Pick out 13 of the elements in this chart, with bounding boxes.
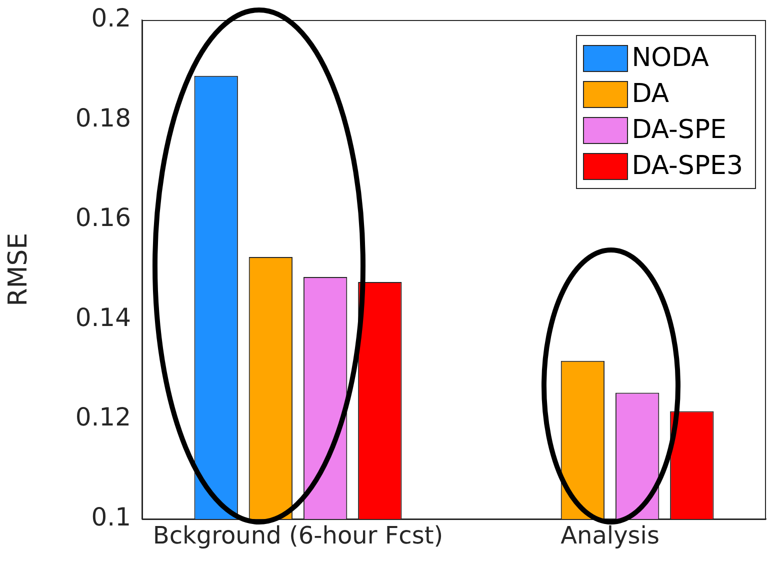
legend-label: NODA <box>632 43 709 73</box>
y-tick-label: 0.1 <box>91 502 131 532</box>
legend-label: DA-SPE3 <box>632 151 743 181</box>
x-tick-label: Analysis <box>560 522 660 550</box>
legend-label: DA <box>632 79 670 109</box>
y-tick-label: 0.18 <box>75 103 131 132</box>
y-tick-label: 0.16 <box>75 203 131 232</box>
x-tick-label: Bckground (6-hour Fcst) <box>152 522 444 550</box>
y-tick-label: 0.14 <box>75 302 131 332</box>
y-axis-title: RMSE <box>3 232 34 306</box>
y-tick-label: 0.2 <box>91 4 131 32</box>
legend-label: DA-SPE <box>632 115 726 145</box>
y-tick-label: 0.12 <box>75 402 131 432</box>
